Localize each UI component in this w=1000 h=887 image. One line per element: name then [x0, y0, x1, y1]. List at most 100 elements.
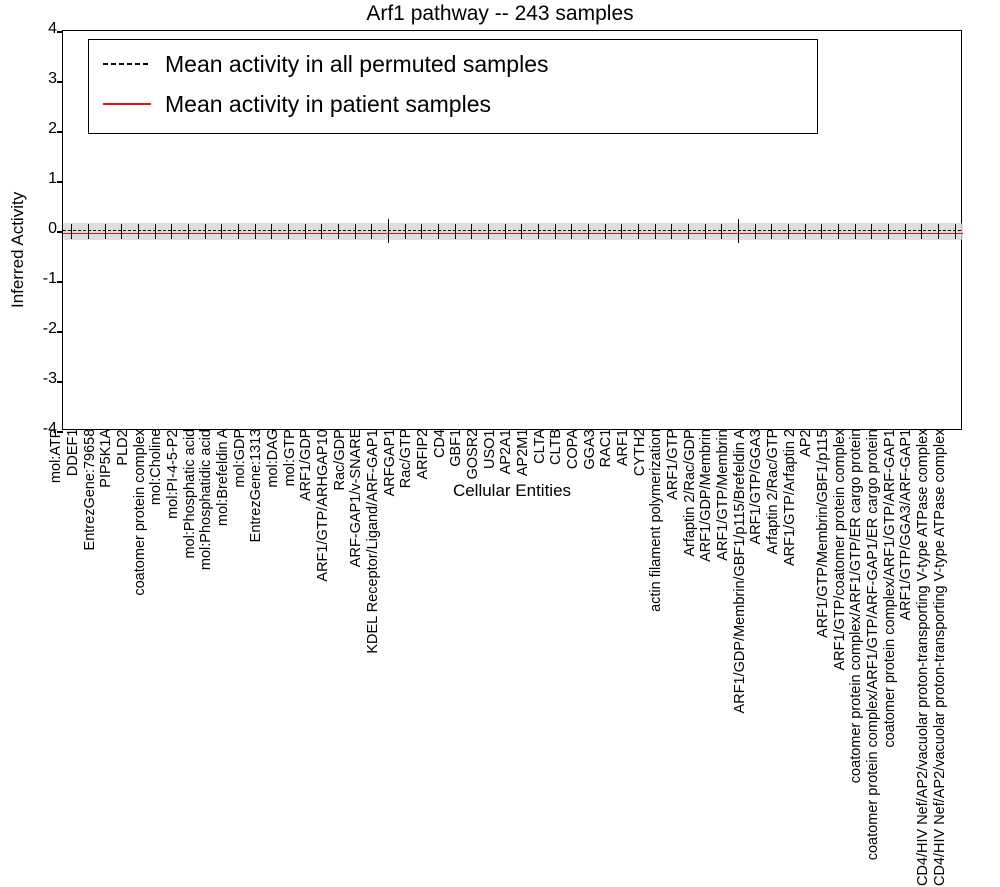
- x-axis-label-item: coatomer protein complex/ARF1/GTP/ARF-GA…: [882, 429, 898, 747]
- x-axis-label: Cellular Entities: [62, 481, 962, 501]
- x-axis-label-item: ARF1: [615, 429, 631, 466]
- x-data-tick: [105, 224, 106, 239]
- x-data-tick: [488, 224, 489, 239]
- y-tick-label-4: 4: [21, 20, 57, 38]
- x-data-tick: [138, 224, 139, 239]
- x-data-tick: [921, 224, 922, 239]
- x-data-tick: [205, 224, 206, 239]
- x-data-tick: [321, 224, 322, 239]
- x-data-tick: [338, 224, 339, 239]
- chart-root: Arf1 pathway -- 243 samples Mean activit…: [0, 0, 1000, 500]
- legend-swatch-red: [103, 103, 151, 105]
- y-tick-mark-3: [57, 81, 63, 83]
- x-axis-label-item: Rac/GTP: [398, 429, 414, 489]
- legend-swatch-black: [103, 63, 151, 65]
- x-data-tick: [121, 224, 122, 239]
- legend-item-0: Mean activity in all permuted samples: [103, 54, 549, 74]
- x-axis-label-item: USO1: [482, 429, 498, 469]
- x-axis-label-item: CLTA: [532, 429, 548, 464]
- x-data-tick: [88, 224, 89, 239]
- x-data-tick: [438, 224, 439, 239]
- plot-area: Mean activity in all permuted samples Me…: [62, 30, 962, 430]
- x-data-tick: [905, 224, 906, 239]
- x-data-tick: [505, 224, 506, 239]
- y-tick-mark--4: [57, 431, 63, 433]
- x-data-tick: [638, 224, 639, 239]
- y-tick-mark--3: [57, 381, 63, 383]
- x-axis-label-item: CLTB: [548, 429, 564, 465]
- x-data-tick: [938, 224, 939, 239]
- legend-item-1: Mean activity in patient samples: [103, 94, 491, 114]
- x-data-tick: [421, 224, 422, 239]
- x-axis-label-item: ARF1/GDP/Membrin/GBF1/p115/Brefeldin A: [732, 429, 748, 713]
- x-data-tick: [788, 224, 789, 239]
- x-axis-label-item: mol:GTP: [282, 429, 298, 486]
- x-data-tick: [171, 224, 172, 239]
- x-axis-label-item: AP2M1: [515, 429, 531, 477]
- x-axis-label-item: coatomer protein complex: [132, 429, 148, 596]
- patient-mean-line: [63, 233, 963, 235]
- chart-title: Arf1 pathway -- 243 samples: [0, 2, 1000, 26]
- x-data-tick: [371, 224, 372, 239]
- x-axis-label-item: mol:GDP: [232, 429, 248, 488]
- x-axis-label-item: ARF1/GTP/coatomer protein complex: [832, 429, 848, 671]
- x-data-tick: [688, 224, 689, 239]
- x-data-tick: [571, 224, 572, 239]
- confidence-band: [63, 223, 963, 240]
- x-axis-label-item: GBF1: [448, 429, 464, 467]
- y-tick-label-3: 3: [21, 70, 57, 88]
- x-data-tick-tall: [388, 219, 389, 243]
- x-data-tick: [821, 224, 822, 239]
- x-data-tick: [871, 224, 872, 239]
- y-tick-mark-0: [57, 231, 63, 233]
- x-data-tick: [805, 224, 806, 239]
- legend-label-0: Mean activity in all permuted samples: [165, 51, 549, 78]
- y-tick-mark--1: [57, 281, 63, 283]
- x-axis-label-item: ARFIP2: [415, 429, 431, 480]
- x-data-tick: [155, 224, 156, 239]
- y-tick-label--4: -4: [21, 420, 57, 438]
- x-axis-label-item: ARF1/GTP/ARHGAP10: [315, 429, 331, 581]
- legend-label-1: Mean activity in patient samples: [165, 91, 491, 118]
- x-data-tick: [238, 224, 239, 239]
- x-data-tick: [855, 224, 856, 239]
- x-data-tick: [255, 224, 256, 239]
- x-axis-label-item: DDEF1: [65, 429, 81, 477]
- x-data-tick: [671, 224, 672, 239]
- x-axis-label-item: RAC1: [598, 429, 614, 468]
- x-data-tick: [705, 224, 706, 239]
- x-axis-label-item: mol:DAG: [265, 429, 281, 488]
- y-tick-mark-4: [57, 31, 63, 33]
- x-axis-label-item: AP2A1: [498, 429, 514, 474]
- y-tick-mark--2: [57, 331, 63, 333]
- y-tick-mark-2: [57, 131, 63, 133]
- x-axis-label-item: COPA: [565, 429, 581, 469]
- x-axis-label-item: AP2: [798, 429, 814, 456]
- x-data-tick-tall: [738, 219, 739, 243]
- y-tick-label--3: -3: [21, 370, 57, 388]
- x-data-tick: [288, 224, 289, 239]
- x-axis-label-item: KDEL Receptor/Ligand/ARF-GAP1: [365, 429, 381, 653]
- x-axis-label-item: ARF1/GTP/GGA3/ARF-GAP1: [898, 429, 914, 621]
- legend-box: Mean activity in all permuted samples Me…: [88, 39, 818, 134]
- x-axis-label-item: mol:PI-4-5-P2: [165, 429, 181, 518]
- x-data-tick: [271, 224, 272, 239]
- x-axis-label-item: GGA3: [582, 429, 598, 469]
- x-data-tick: [755, 224, 756, 239]
- x-data-tick: [471, 224, 472, 239]
- x-data-tick: [655, 224, 656, 239]
- x-axis-label-item: GOSR2: [465, 429, 481, 480]
- x-data-tick: [538, 224, 539, 239]
- x-axis-label-item: CYTH2: [632, 429, 648, 477]
- x-data-tick: [405, 224, 406, 239]
- x-axis-label-item: CD4: [432, 429, 448, 458]
- x-axis-label-item: PIP5K1A: [98, 429, 114, 488]
- x-data-tick: [721, 224, 722, 239]
- x-data-tick: [605, 224, 606, 239]
- x-data-tick: [521, 224, 522, 239]
- x-data-tick: [888, 224, 889, 239]
- x-axis-label-item: PLD2: [115, 429, 131, 465]
- all-permuted-mean-line: [63, 230, 963, 231]
- x-data-tick: [555, 224, 556, 239]
- x-data-tick: [838, 224, 839, 239]
